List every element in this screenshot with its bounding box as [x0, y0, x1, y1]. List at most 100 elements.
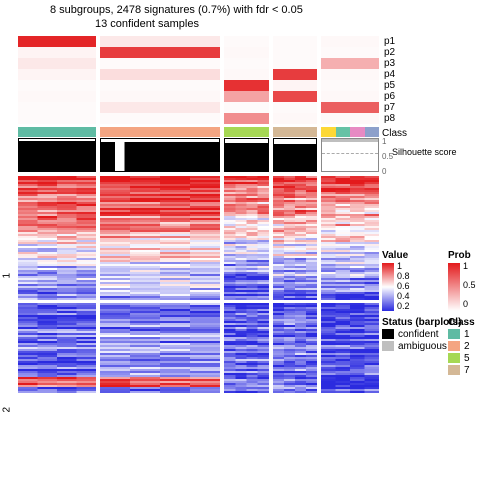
p-cell — [321, 58, 379, 69]
heatmap-column — [273, 176, 317, 300]
p-cell — [224, 58, 269, 69]
p-cell — [18, 58, 96, 69]
p-cell — [273, 58, 317, 69]
sil-tick-1: 1 — [382, 137, 386, 146]
legend-label: ambiguous — [398, 341, 447, 352]
heatmap-column — [100, 176, 220, 300]
silhouette-row — [18, 138, 378, 172]
p-cell — [224, 69, 269, 80]
legend-label: 1 — [464, 329, 470, 340]
p-row — [18, 58, 378, 69]
legend-swatch — [448, 341, 460, 351]
p-label: p2 — [384, 47, 442, 58]
p-cell — [100, 80, 220, 91]
p-cell — [321, 80, 379, 91]
heatmap-column — [321, 176, 379, 300]
class-strip — [321, 127, 379, 137]
sil-score-label: Silhouette score — [392, 148, 457, 156]
heatmap-column — [18, 303, 96, 393]
p-label: p8 — [384, 113, 442, 124]
legend-swatch — [448, 353, 460, 363]
p-cell — [321, 91, 379, 102]
legend-label: 5 — [464, 353, 470, 364]
sil-tick-05: 0.5 — [382, 152, 393, 161]
class-legend-title: Class — [448, 317, 476, 328]
prob-tick: 1 — [463, 261, 476, 271]
sil-tick-0: 0 — [382, 167, 386, 176]
p-cell — [224, 47, 269, 58]
p-row — [18, 69, 378, 80]
heatmap-section-2 — [18, 303, 378, 393]
value-ticks: 10.80.60.40.2 — [397, 261, 410, 309]
silhouette-box — [100, 138, 220, 172]
p-cell — [321, 47, 379, 58]
silhouette-box — [224, 138, 269, 172]
value-tick: 0.2 — [397, 301, 410, 311]
prob-legend-title: Prob — [448, 250, 476, 261]
legend-right: Prob 10.50 Class 1257 — [448, 246, 476, 376]
p-cell — [273, 113, 317, 124]
p-cell — [224, 113, 269, 124]
p-cell — [273, 47, 317, 58]
legend-item: 1 — [448, 328, 476, 340]
p-cell — [100, 102, 220, 113]
heatmap-column — [18, 176, 96, 300]
value-tick: 0.4 — [397, 291, 410, 301]
prob-tick: 0 — [463, 299, 476, 309]
p-cell — [273, 91, 317, 102]
value-tick: 0.6 — [397, 281, 410, 291]
sil-score-text: Silhouette score — [392, 147, 457, 157]
p-label: p3 — [384, 58, 442, 69]
p-row — [18, 91, 378, 102]
heatmap-column — [224, 303, 269, 393]
p-label: p5 — [384, 80, 442, 91]
p-cell — [100, 69, 220, 80]
silhouette-box — [18, 138, 96, 172]
p-cell — [321, 69, 379, 80]
y-section-label-1: 1 — [2, 269, 13, 279]
p-cell — [321, 36, 379, 47]
p-cell — [18, 36, 96, 47]
heatmap-column — [273, 303, 317, 393]
p-cell — [273, 102, 317, 113]
p-cell — [100, 113, 220, 124]
p-cell — [100, 91, 220, 102]
p-label: p4 — [384, 69, 442, 80]
p-cell — [273, 69, 317, 80]
p-label: p1 — [384, 36, 442, 47]
silhouette-box — [321, 138, 379, 172]
p-cell — [273, 80, 317, 91]
heatmap-section-1 — [18, 176, 378, 300]
legend-item: 5 — [448, 352, 476, 364]
prob-ticks: 10.50 — [463, 261, 476, 309]
legend-label: confident — [398, 329, 439, 340]
p-cell — [18, 47, 96, 58]
p-cell — [100, 36, 220, 47]
p-label: p6 — [384, 91, 442, 102]
page-subtitle: 13 confident samples — [95, 18, 199, 30]
p-row — [18, 113, 378, 124]
class-strip-row — [18, 127, 378, 137]
value-gradient — [382, 263, 394, 311]
p-cell — [224, 36, 269, 47]
y-section-label-2: 2 — [2, 403, 13, 413]
p-cell — [100, 47, 220, 58]
p-cell — [18, 113, 96, 124]
p-cell — [321, 102, 379, 113]
prob-gradient — [448, 263, 460, 311]
probability-rows — [18, 36, 378, 124]
p-cell — [18, 91, 96, 102]
class-strip — [18, 127, 96, 137]
p-label: p7 — [384, 102, 442, 113]
class-legend-items: 1257 — [448, 328, 476, 376]
p-cell — [273, 36, 317, 47]
class-strip — [273, 127, 317, 137]
p-cell — [224, 80, 269, 91]
legend-swatch — [448, 329, 460, 339]
p-row — [18, 47, 378, 58]
legend-item: 7 — [448, 364, 476, 376]
value-tick: 1 — [397, 261, 410, 271]
legend-label: 2 — [464, 341, 470, 352]
page-title: 8 subgroups, 2478 signatures (0.7%) with… — [50, 4, 303, 16]
p-row — [18, 36, 378, 47]
